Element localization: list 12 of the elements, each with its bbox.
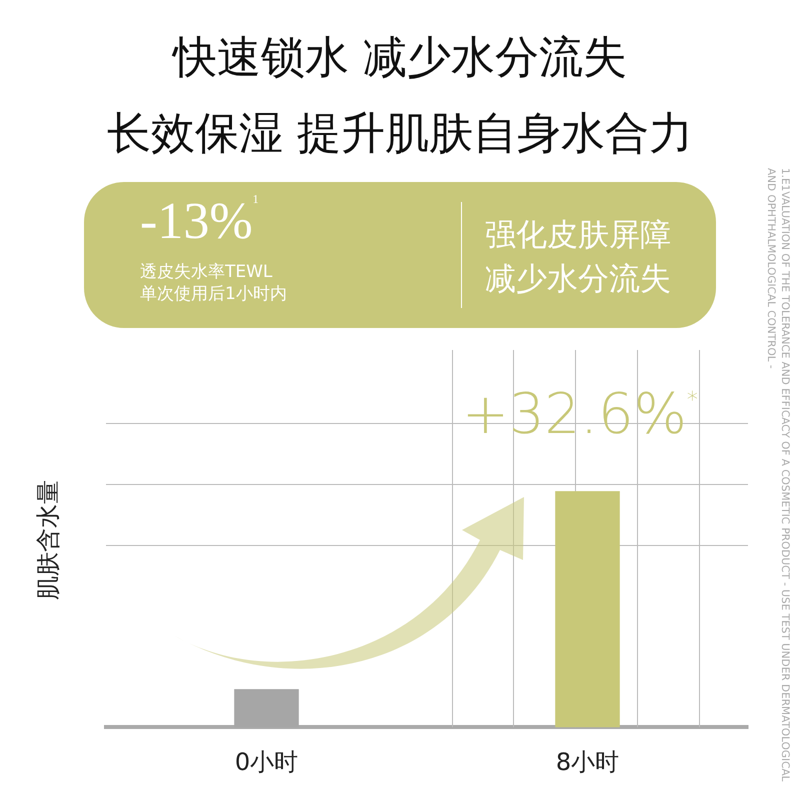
x-tick-label: 0小时 bbox=[234, 748, 298, 776]
text: 强化皮肤屏障 bbox=[484, 216, 672, 255]
x-tick-label: 8小时 bbox=[556, 748, 620, 776]
text: -13%$^{1}$ bbox=[140, 192, 259, 251]
chart-title: 快速锁水 减少水分流失 bbox=[170, 31, 628, 85]
text: 1.E1VALUATION OF THE TOLERANCE AND EFFICACY OF A COSMETIC PRODUCT - USE TEST UNDER DERMATOLOGICAL AND OPHTHALMOLOGICAL CONTROL - bbox=[764, 168, 792, 784]
text: +32.6%$^{*}$ bbox=[462, 382, 698, 447]
chart-subtitle: 长效保湿 提升肌肤自身水合力 bbox=[106, 107, 694, 161]
text: 单次使用后1小时内 bbox=[140, 283, 287, 305]
text: 透皮失水率TEWL bbox=[140, 261, 272, 283]
text: 减少水分流失 bbox=[484, 260, 672, 299]
y-axis-title: 肌肤含水量 bbox=[33, 480, 63, 600]
